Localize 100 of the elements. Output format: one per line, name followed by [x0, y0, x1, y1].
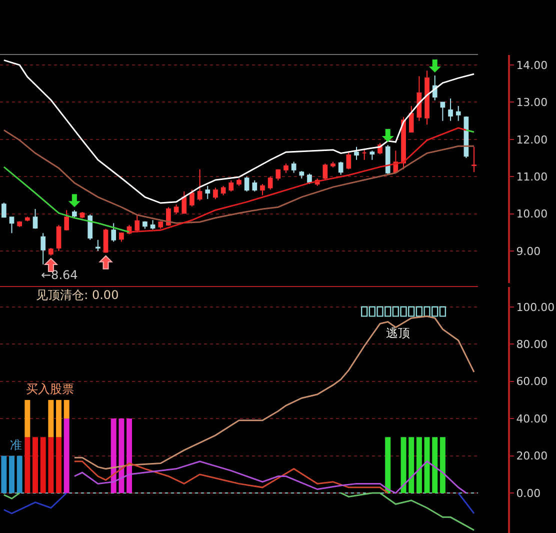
bar	[416, 437, 422, 493]
candlestick	[182, 191, 187, 214]
candlestick	[276, 168, 281, 181]
candlestick	[346, 152, 352, 170]
bar	[110, 418, 116, 493]
y-tick-label: 10.00	[516, 208, 548, 221]
bar	[16, 456, 22, 493]
candlestick	[32, 208, 38, 230]
candlestick	[64, 210, 70, 232]
line-series	[3, 129, 475, 224]
bar	[64, 418, 70, 493]
bar	[48, 400, 54, 438]
candlestick	[228, 180, 234, 192]
candlestick	[370, 150, 375, 160]
bar	[40, 437, 46, 493]
candlestick	[244, 176, 250, 192]
candlestick	[236, 178, 242, 186]
line-series	[74, 460, 389, 494]
bar	[400, 437, 406, 493]
candlestick	[268, 176, 273, 190]
candlestick	[385, 144, 390, 176]
y-tick-label: 20.00	[516, 450, 548, 463]
candlestick	[322, 163, 328, 181]
line-series	[74, 315, 475, 470]
annotation: 买入股票	[26, 382, 74, 396]
y-tick-label: 9.00	[516, 244, 541, 258]
candlestick	[134, 215, 140, 233]
candlestick	[174, 204, 179, 214]
candlestick	[72, 210, 77, 218]
bar	[440, 437, 446, 493]
candlestick	[17, 220, 22, 228]
candlestick	[197, 168, 202, 202]
bar	[385, 437, 391, 493]
candlestick	[2, 202, 6, 218]
bar	[64, 400, 70, 419]
y-tick-label: 60.00	[516, 375, 548, 388]
bar	[432, 437, 438, 493]
y-tick-label: 0.00	[516, 486, 541, 500]
y-tick-label: 11.00	[516, 170, 548, 184]
candlestick	[40, 232, 46, 265]
y-tick-label: 40.00	[516, 412, 548, 426]
candlestick	[190, 189, 194, 207]
line-series	[340, 492, 475, 531]
bar	[56, 437, 62, 493]
candlestick	[424, 70, 430, 126]
candlestick	[284, 163, 288, 174]
candlestick	[80, 211, 85, 219]
candlestick	[25, 216, 30, 222]
candlestick	[150, 220, 156, 230]
annotation: ←8.64	[41, 268, 78, 282]
candlestick	[56, 224, 62, 252]
y-tick-label: 100.00	[516, 300, 555, 314]
candlestick	[9, 216, 14, 234]
candlestick	[440, 102, 446, 122]
y-tick-label: 13.00	[516, 96, 548, 110]
bar	[126, 418, 132, 493]
line-series	[3, 166, 130, 233]
y-tick-label: 80.00	[516, 338, 548, 351]
bar	[48, 437, 54, 493]
bar	[1, 456, 7, 493]
y-tick-label: 14.00	[516, 58, 548, 72]
candlestick	[220, 185, 226, 196]
candlestick	[111, 222, 116, 242]
candlestick	[142, 220, 148, 230]
bar	[408, 437, 414, 493]
candlestick	[88, 214, 93, 240]
bar	[56, 400, 62, 438]
bar	[424, 437, 430, 493]
candlestick	[354, 146, 359, 160]
bar	[32, 437, 38, 493]
annotation: 逃顶	[386, 326, 410, 340]
line-series	[3, 492, 68, 514]
bar	[9, 456, 14, 493]
candlestick	[408, 105, 414, 132]
candlestick	[401, 116, 406, 170]
candlestick	[205, 185, 210, 200]
candlestick	[119, 232, 124, 242]
line-series	[128, 127, 467, 233]
candlestick	[252, 180, 258, 192]
bar	[24, 400, 30, 438]
candlestick	[338, 161, 344, 176]
candlestick	[291, 161, 296, 174]
candlestick	[166, 206, 171, 226]
y-tick-label: 12.00	[516, 133, 548, 146]
candlestick	[103, 228, 108, 254]
candlestick	[299, 170, 304, 179]
candlestick	[362, 148, 367, 160]
bar	[24, 437, 30, 493]
candlestick	[456, 105, 461, 122]
candlestick	[330, 161, 336, 168]
candlestick	[472, 146, 476, 173]
bar	[118, 418, 124, 493]
candlestick	[416, 76, 422, 122]
annotation: 准	[10, 438, 22, 452]
line-series	[3, 59, 475, 204]
candlestick	[448, 98, 453, 122]
chart-title: 见顶清仓: 0.00	[36, 288, 119, 302]
line-series	[74, 460, 467, 494]
candlestick	[96, 239, 100, 252]
candlestick	[158, 220, 164, 230]
